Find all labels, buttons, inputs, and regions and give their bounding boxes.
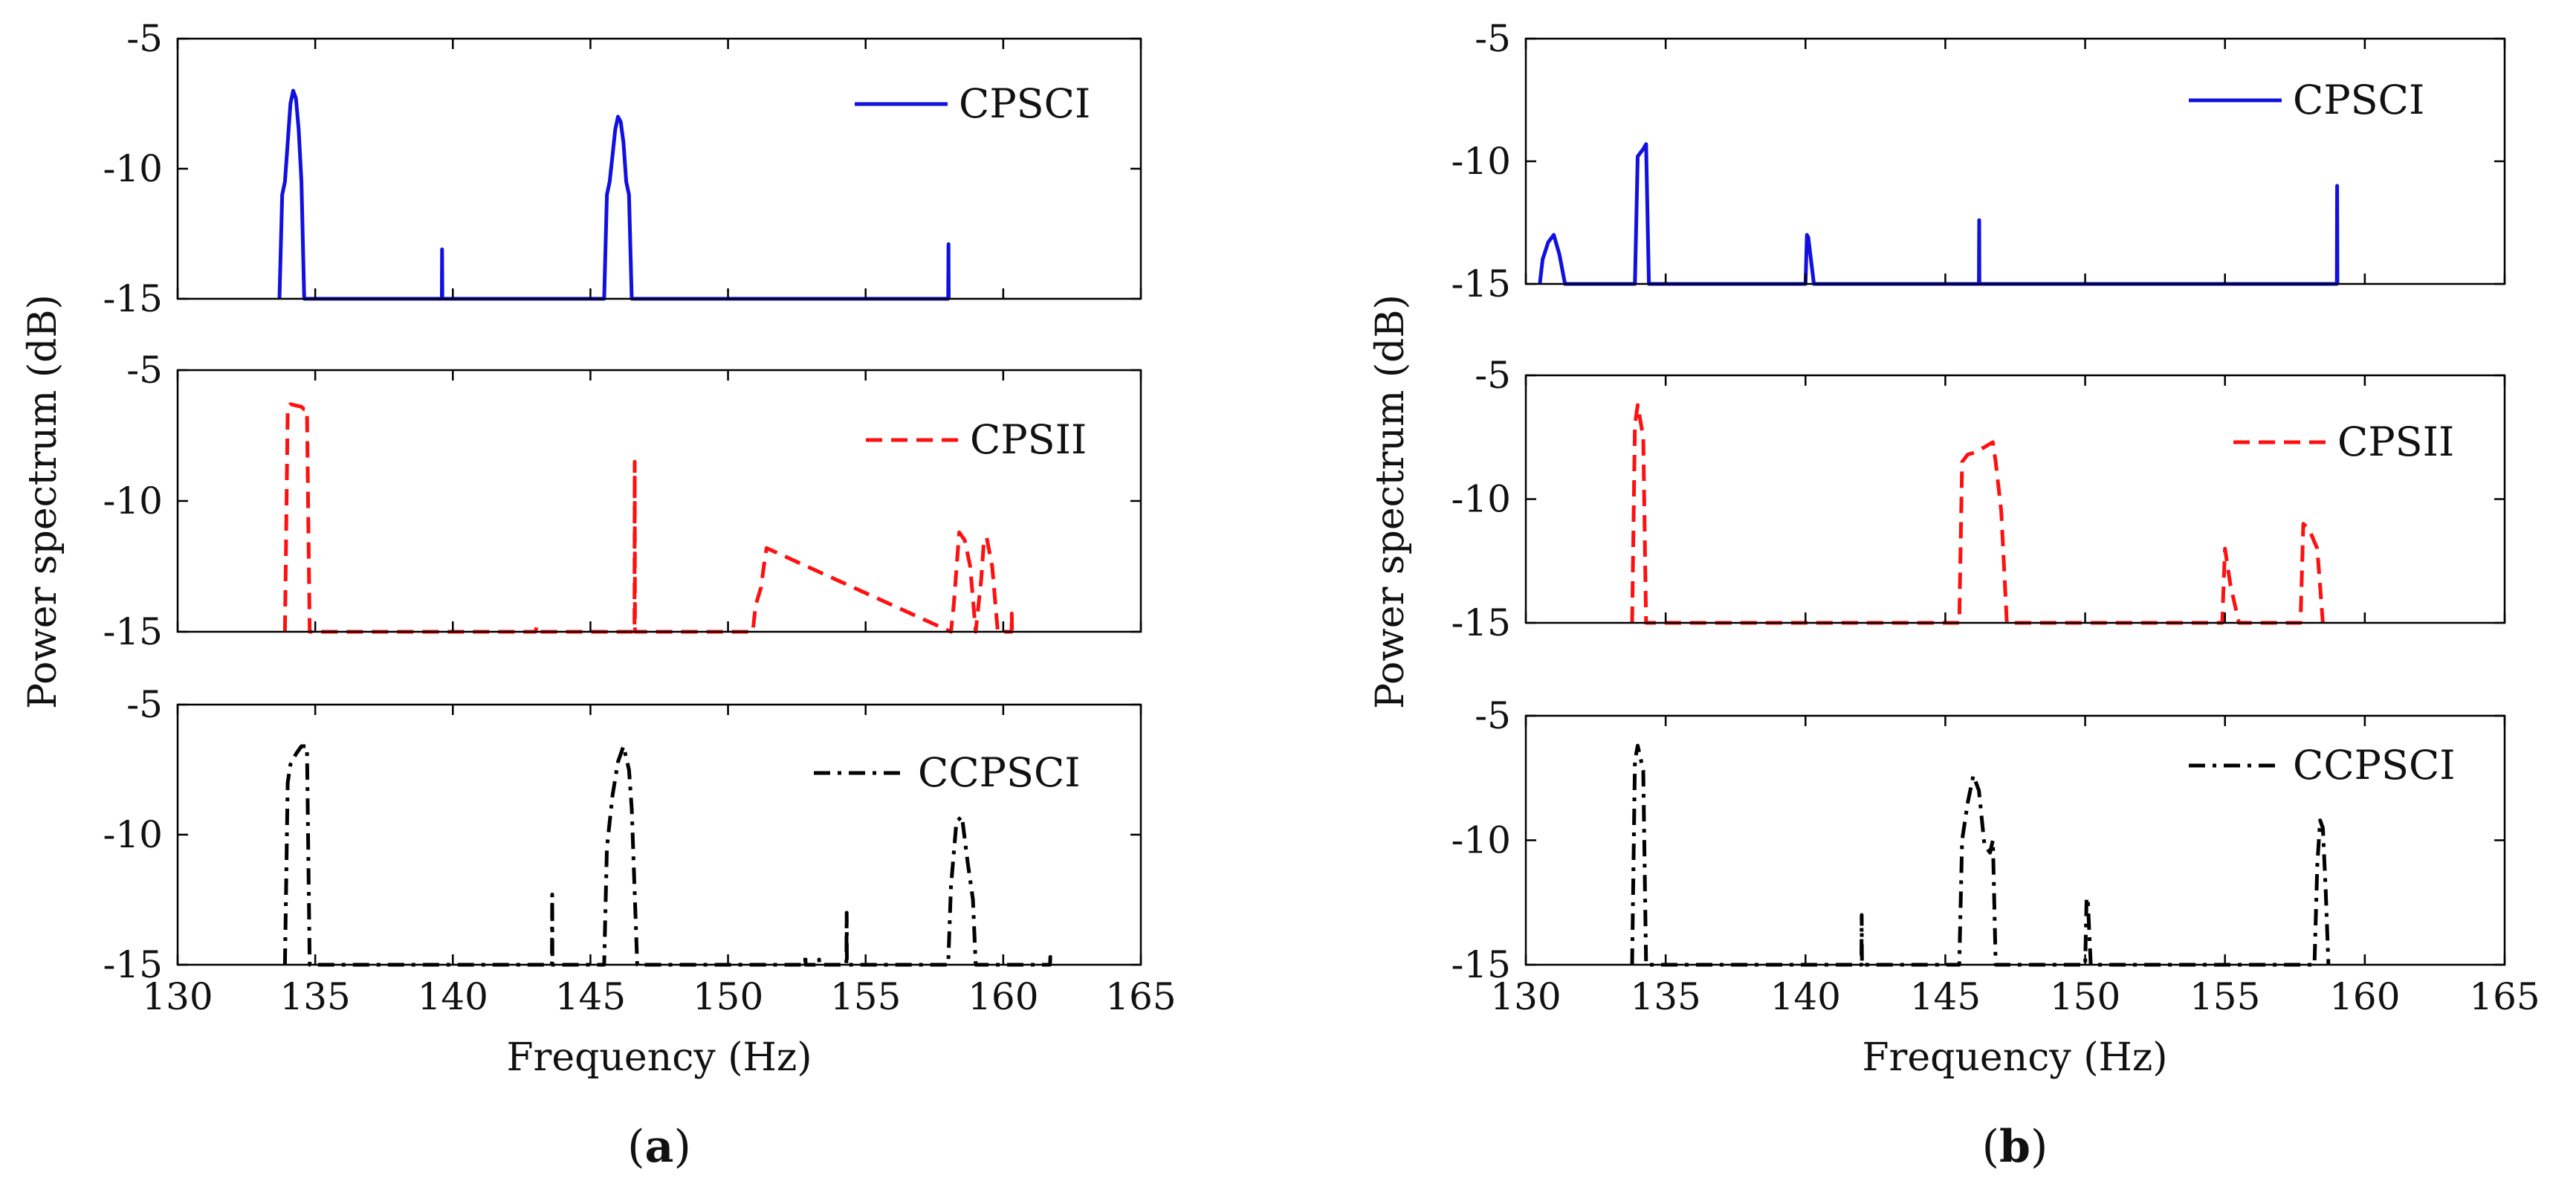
x-tick-label: 140 bbox=[1770, 975, 1841, 1018]
legend-label-ccpsci: CCPSCI bbox=[918, 749, 1081, 796]
x-tick-label: 165 bbox=[2469, 975, 2540, 1018]
y-tick-label: -15 bbox=[1451, 943, 1511, 986]
y-tick-label: -5 bbox=[1475, 354, 1511, 397]
series-line-cpsii bbox=[282, 402, 1014, 634]
series-line-cpsci bbox=[277, 88, 951, 301]
x-tick-label: 155 bbox=[830, 975, 901, 1018]
chart-panel-a: CPSCI -5 -10 -15 CPSII -5 -10 -15 CCPSCI -5 -10 -15… bbox=[21, 17, 1177, 1173]
legend-label-cpsci: CPSCI bbox=[2293, 77, 2424, 123]
legend-label-ccpsci: CCPSCI bbox=[2293, 742, 2456, 789]
y-tick-label: -5 bbox=[1475, 17, 1511, 60]
chart-panel-b: CPSCI -5 -10 -15 CPSII -5 -10 -15 CCPSCI -5 -10 -15… bbox=[1368, 17, 2540, 1173]
x-tick-label: 130 bbox=[1490, 975, 1561, 1018]
x-tick-label: 155 bbox=[2190, 975, 2260, 1018]
y-tick-label: -15 bbox=[103, 943, 163, 986]
x-tick-label: 145 bbox=[555, 975, 626, 1018]
y-tick-label: -5 bbox=[126, 683, 163, 726]
subplot-3: CCPSCI -5 -10 -15 bbox=[103, 683, 1142, 986]
x-tick-label: 140 bbox=[418, 975, 488, 1018]
y-tick-label: -5 bbox=[126, 349, 163, 392]
x-tick-label: 150 bbox=[693, 975, 763, 1018]
x-axis-label: Frequency (Hz) bbox=[506, 1035, 812, 1080]
y-tick-label: -10 bbox=[1451, 478, 1511, 521]
series-line-ccpsci bbox=[1630, 743, 2331, 967]
y-tick-label: -15 bbox=[1451, 262, 1511, 305]
y-axis-label: Power spectrum (dB) bbox=[1368, 294, 1413, 709]
subplot-1: CPSCI -5 -10 -15 bbox=[1451, 17, 2506, 305]
x-axis-label: Frequency (Hz) bbox=[1862, 1035, 2167, 1080]
panel-label: (b) bbox=[1982, 1121, 2048, 1173]
y-axis-label: Power spectrum (dB) bbox=[21, 294, 65, 709]
legend-label-cpsii: CPSII bbox=[970, 416, 1087, 463]
legend-label-cpsci: CPSCI bbox=[959, 80, 1090, 127]
axes-frame bbox=[176, 37, 1142, 300]
y-tick-label: -10 bbox=[103, 147, 163, 190]
x-tick-label: 160 bbox=[968, 975, 1038, 1018]
subplot-2: CPSII -5 -10 -15 bbox=[103, 349, 1142, 653]
x-tick-label: 135 bbox=[1630, 975, 1700, 1018]
y-tick-label: -5 bbox=[126, 17, 163, 60]
y-tick-label: -15 bbox=[103, 610, 163, 653]
subplot-2: CPSII -5 -10 -15 bbox=[1451, 354, 2506, 644]
axes-frame bbox=[176, 703, 1142, 966]
y-tick-label: -15 bbox=[1451, 601, 1511, 644]
axes-frame bbox=[1524, 37, 2506, 285]
series-line-cpsci bbox=[1538, 142, 2340, 286]
x-tick-label: 145 bbox=[1910, 975, 1981, 1018]
axes-frame bbox=[176, 369, 1142, 633]
x-tick-label: 160 bbox=[2329, 975, 2400, 1018]
y-tick-label: -5 bbox=[1475, 694, 1511, 737]
y-tick-label: -15 bbox=[103, 277, 163, 320]
subplot-1: CPSCI -5 -10 -15 bbox=[103, 17, 1142, 320]
x-tick-label: 165 bbox=[1105, 975, 1176, 1018]
x-tick-label: 135 bbox=[279, 975, 350, 1018]
y-tick-label: -10 bbox=[1451, 819, 1511, 862]
subplot-3: CCPSCI -5 -10 -15 bbox=[1451, 694, 2506, 986]
x-tick-label: 130 bbox=[142, 975, 213, 1018]
legend-label-cpsii: CPSII bbox=[2337, 418, 2454, 465]
series-line-cpsii bbox=[1630, 403, 2325, 625]
x-tick-label: 150 bbox=[2050, 975, 2120, 1018]
y-tick-label: -10 bbox=[103, 813, 163, 856]
y-tick-label: -10 bbox=[1451, 140, 1511, 183]
y-tick-label: -10 bbox=[103, 479, 163, 523]
panel-label: (a) bbox=[627, 1121, 691, 1173]
axes-frame bbox=[1524, 374, 2506, 624]
